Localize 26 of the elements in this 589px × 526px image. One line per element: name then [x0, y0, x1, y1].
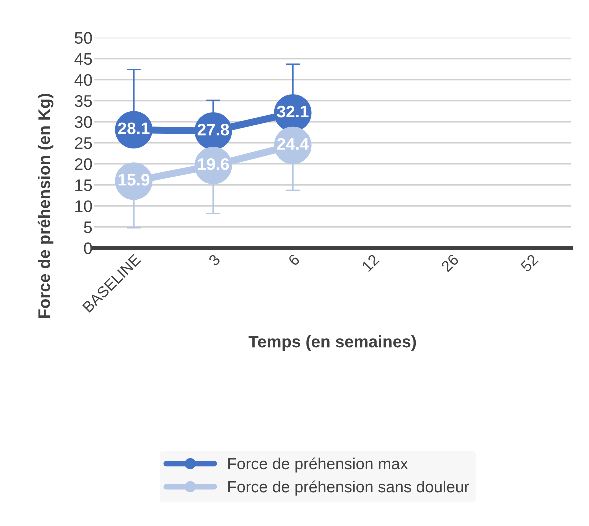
- y-tick-label: 35: [74, 95, 92, 108]
- y-tick-label: 5: [84, 222, 92, 234]
- y-tick-label: 40: [74, 74, 92, 86]
- x-tick-label: 3: [208, 254, 221, 267]
- data-label: 19.6: [198, 158, 230, 170]
- y-tick-label: 20: [75, 158, 92, 170]
- data-label: 27.8: [198, 124, 230, 136]
- y-tick-label: 25: [75, 137, 92, 150]
- y-tick-label: 50: [74, 32, 92, 44]
- y-tick-label: 10: [76, 200, 92, 212]
- x-tick-label: 12: [362, 254, 380, 272]
- x-axis-title: Temps (en semaines): [248, 335, 416, 352]
- data-label: 28.1: [118, 122, 150, 134]
- legend-label: Force de préhension sans douleur: [228, 480, 470, 496]
- data-label: 15.9: [118, 174, 150, 186]
- x-tick-label: 6: [288, 254, 300, 267]
- data-label: 32.1: [277, 106, 309, 118]
- y-tick-label: 0: [84, 242, 92, 254]
- legend-label: Force de préhension max: [228, 458, 408, 473]
- x-tick-label: 26: [440, 254, 460, 273]
- y-tick-label: 15: [76, 180, 92, 192]
- y-tick-label: 30: [74, 116, 92, 128]
- data-label: 24.4: [277, 138, 310, 150]
- y-axis-title: Force de préhension (en Kg): [38, 94, 54, 318]
- y-tick-label: 45: [74, 53, 92, 66]
- x-tick-label: 52: [520, 254, 539, 273]
